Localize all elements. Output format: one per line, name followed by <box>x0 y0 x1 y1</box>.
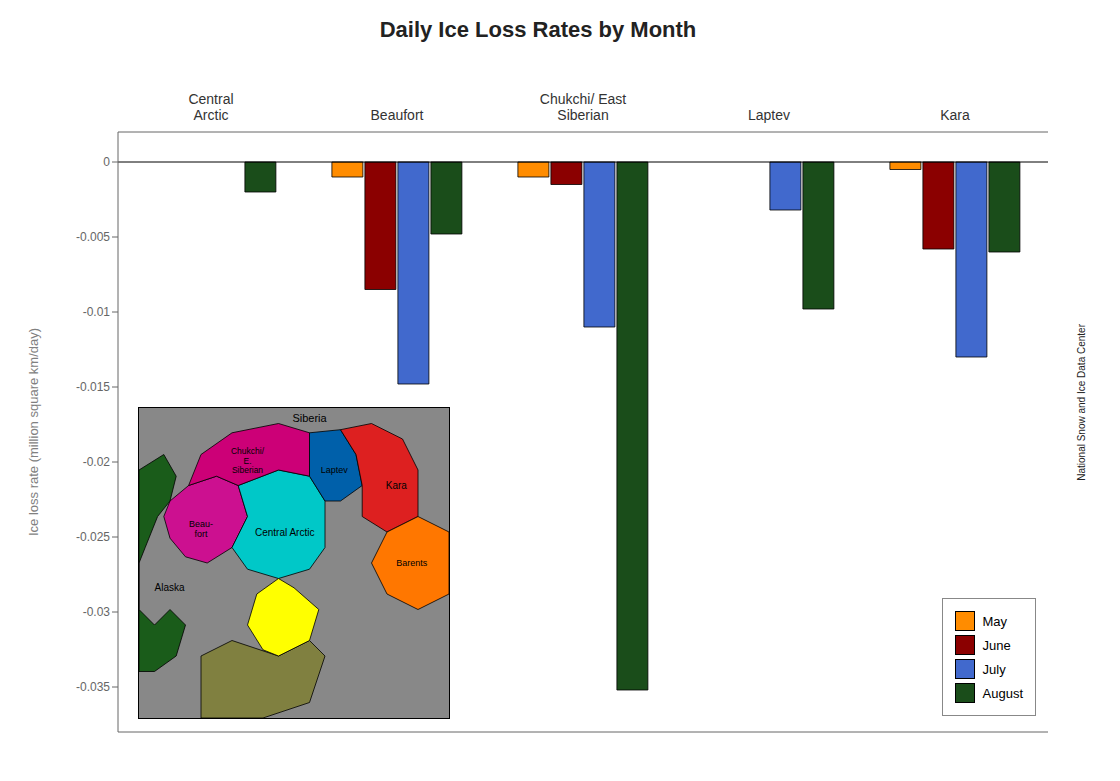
html-text:May: May <box>982 613 1008 629</box>
svg-text:Alaska: Alaska <box>155 582 185 593</box>
svg-text:-0.035: -0.035 <box>76 680 110 694</box>
svg-text:-0.015: -0.015 <box>76 380 110 394</box>
svg-text:Ice loss rate (million square: Ice loss rate (million square km/day) <box>26 328 41 536</box>
svg-text:Barents: Barents <box>396 558 428 568</box>
svg-text:-0.02: -0.02 <box>83 455 111 469</box>
svg-text:Kara: Kara <box>386 480 408 491</box>
svg-text:-0.03: -0.03 <box>83 605 111 619</box>
svg-text:Kara: Kara <box>940 107 970 123</box>
svg-text:Laptev: Laptev <box>321 465 349 475</box>
svg-text:Chukchi/ EastSiberian: Chukchi/ EastSiberian <box>540 91 626 123</box>
html-text:June: June <box>982 637 1011 653</box>
svg-text:Laptev: Laptev <box>748 107 790 123</box>
svg-text:Central Arctic: Central Arctic <box>255 527 314 538</box>
html-text:July: July <box>982 661 1006 677</box>
svg-text:0: 0 <box>103 155 110 169</box>
html-text:Daily Ice Loss Rates by Month: Daily Ice Loss Rates by Month <box>379 17 697 42</box>
svg-text:Beaufort: Beaufort <box>371 107 424 123</box>
svg-text:Siberia: Siberia <box>292 412 327 424</box>
html-text:August: August <box>982 685 1023 701</box>
svg-text:Beau-fort: Beau-fort <box>189 519 213 539</box>
svg-text:Chukchi/E.Siberian: Chukchi/E.Siberian <box>231 446 265 476</box>
html-text:National Snow and Ice Data Cen: National Snow and Ice Data Center <box>1076 323 1087 481</box>
svg-text:-0.005: -0.005 <box>76 230 110 244</box>
svg-text:CentralArctic: CentralArctic <box>188 91 233 123</box>
svg-text:-0.025: -0.025 <box>76 530 110 544</box>
svg-text:-0.01: -0.01 <box>83 305 111 319</box>
